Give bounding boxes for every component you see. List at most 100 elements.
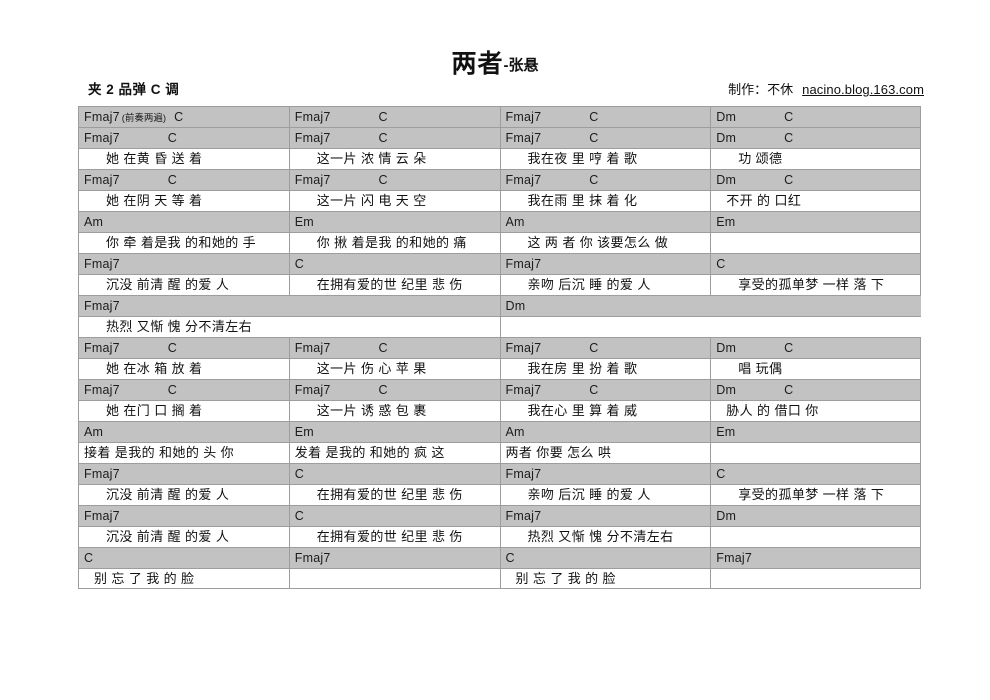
chord-cell: Fmaj7 C: [499, 379, 711, 400]
chord-label: Fmaj7: [505, 341, 542, 355]
chord-label-secondary: C: [784, 131, 794, 145]
chord-label: C: [716, 467, 726, 481]
chord-cell: Em: [288, 211, 500, 232]
lyric-cell: 享受的孤单梦 一样 落 下: [710, 274, 921, 295]
chord-cell: Fmaj7 C: [499, 169, 711, 190]
chord-label: Fmaj7: [84, 299, 120, 313]
chord-cell: Fmaj7 C: [288, 106, 500, 127]
song-artist: -张悬: [503, 57, 539, 74]
chord-cell: Dm: [710, 505, 921, 526]
lyric-text: 胁人 的 借口 你: [726, 403, 819, 418]
lyric-cell: 这一片 闪 电 天 空: [288, 190, 500, 211]
lyric-cell: 她 在阴 天 等 着: [78, 190, 289, 211]
chord-row: Fmaj7 Dm: [78, 295, 990, 316]
chord-cell: C: [710, 253, 921, 274]
lyric-row: 你 牵 着是我 的和她的 手 你 揪 着是我 的和她的 痛 这 两 者 你 该要怎么…: [78, 232, 921, 253]
chord-label: Fmaj7: [294, 110, 331, 124]
lyric-cell: 不开 的 口红: [710, 190, 921, 211]
lyric-text: 你 牵 着是我 的和她的 手: [106, 235, 257, 250]
lyric-cell: 你 牵 着是我 的和她的 手: [78, 232, 289, 253]
chord-label: Fmaj7: [294, 341, 331, 355]
lyric-cell: 沉没 前清 醒 的爱 人: [78, 274, 289, 295]
chord-cell: Dm C: [710, 169, 921, 190]
lyric-cell: 热烈 又惭 愧 分不清左右: [78, 316, 500, 337]
author-blog-link[interactable]: nacino.blog.163.com: [802, 82, 924, 97]
chord-cell: Fmaj7 C: [288, 169, 500, 190]
chord-label: Fmaj7: [84, 173, 120, 187]
chord-row: Fmaj7 (前奏两遍) C Fmaj7 C Fmaj7 C Dm C: [78, 106, 921, 127]
chord-label: Fmaj7: [84, 131, 120, 145]
chord-cell: Fmaj7: [499, 463, 711, 484]
chord-label: Am: [505, 425, 525, 439]
lyric-text: 这一片 闪 电 天 空: [316, 193, 427, 208]
chord-cell: Am: [499, 421, 711, 442]
chord-cell: Am: [78, 211, 289, 232]
lyric-row: 她 在阴 天 等 着 这一片 闪 电 天 空 我在雨 里 抹 着 化 不开 的 口红: [78, 190, 921, 211]
chord-cell: Fmaj7 C: [288, 127, 500, 148]
lyric-cell: 亲吻 后沉 睡 的爱 人: [499, 484, 711, 505]
chord-label: Fmaj7: [505, 509, 542, 523]
chord-label: C: [716, 257, 726, 271]
lyric-cell: [710, 442, 921, 463]
chord-annotation: (前奏两遍): [121, 113, 167, 124]
chart-block: Fmaj7 (前奏两遍) C Fmaj7 C Fmaj7 C Dm C Fmaj7 C Fmaj7 C F…: [78, 106, 990, 337]
lyric-text: 她 在阴 天 等 着: [106, 193, 203, 208]
lyric-text: 亲吻 后沉 睡 的爱 人: [527, 487, 651, 502]
chord-label: C: [294, 509, 304, 523]
lyric-text: 我在心 里 算 着 威: [527, 403, 638, 418]
chord-cell: C: [288, 505, 500, 526]
lyric-text: 在拥有爱的世 纪里 悲 伤: [316, 277, 463, 292]
chord-label-secondary: C: [589, 173, 599, 187]
chord-label: Em: [716, 215, 736, 229]
chord-cell: Fmaj7: [499, 253, 711, 274]
lyric-cell: 在拥有爱的世 纪里 悲 伤: [288, 526, 500, 547]
lyric-row: 沉没 前清 醒 的爱 人 在拥有爱的世 纪里 悲 伤 亲吻 后沉 睡 的爱 人 享受的…: [78, 484, 921, 505]
chord-cell: Am: [78, 421, 289, 442]
lyric-cell: 这一片 诱 惑 包 裹: [288, 400, 500, 421]
empty-cell: [921, 316, 990, 337]
lyric-row: 她 在门 口 搁 着 这一片 诱 惑 包 裹 我在心 里 算 着 威 胁人 的 借口 …: [78, 400, 921, 421]
lyric-cell: [710, 568, 921, 589]
lyric-cell: 我在心 里 算 着 威: [499, 400, 711, 421]
chord-label: Fmaj7: [294, 551, 331, 565]
chord-label: Am: [505, 215, 525, 229]
lyric-text: 这 两 者 你 该要怎么 做: [527, 235, 669, 250]
chord-label: Fmaj7: [294, 131, 331, 145]
song-title: 两者: [451, 50, 504, 78]
chord-cell: Fmaj7 C: [78, 169, 289, 190]
lyric-cell: 唱 玩偶: [710, 358, 921, 379]
lyric-row: 她 在冰 箱 放 着 这一片 伤 心 苹 果 我在房 里 扮 着 歌 唱 玩偶: [78, 358, 921, 379]
chord-label-secondary: C: [378, 131, 388, 145]
chord-label: C: [84, 551, 94, 565]
chord-cell: Em: [710, 421, 921, 442]
chord-cell: Fmaj7 C: [499, 106, 711, 127]
chord-label-secondary: C: [167, 341, 177, 355]
chord-row: Am Em Am Em: [78, 211, 921, 232]
lyric-cell: 胁人 的 借口 你: [710, 400, 921, 421]
chord-cell: Fmaj7: [499, 505, 711, 526]
chord-label: Fmaj7: [84, 257, 120, 271]
lyric-text: 享受的孤单梦 一样 落 下: [738, 277, 885, 292]
chord-label: Am: [84, 215, 104, 229]
chord-cell: Em: [710, 211, 921, 232]
lyric-text: 她 在冰 箱 放 着: [106, 361, 203, 376]
chord-label: Dm: [716, 110, 737, 124]
lyric-text: 接着 是我的 和她的 头 你: [84, 445, 235, 460]
chord-cell: C: [710, 463, 921, 484]
lyric-text: 我在夜 里 哼 着 歌: [527, 151, 638, 166]
lyric-text: 她 在黄 昏 送 着: [106, 151, 203, 166]
lyric-cell: 在拥有爱的世 纪里 悲 伤: [288, 484, 500, 505]
chord-cell: Dm C: [710, 127, 921, 148]
chord-row: Am Em Am Em: [78, 421, 921, 442]
chord-row: Fmaj7 C Fmaj7 Dm: [78, 505, 921, 526]
lyric-text: 我在雨 里 抹 着 化: [527, 193, 638, 208]
chord-label: Fmaj7: [294, 173, 331, 187]
chord-row: Fmaj7 C Fmaj7 C Fmaj7 C Dm C: [78, 379, 921, 400]
chord-cell: Dm C: [710, 106, 921, 127]
lyric-cell: 这一片 浓 情 云 朵: [288, 148, 500, 169]
lyric-cell: 我在夜 里 哼 着 歌: [499, 148, 711, 169]
chord-label-secondary: C: [174, 110, 184, 124]
chord-label: Fmaj7: [505, 131, 542, 145]
lyric-text: 沉没 前清 醒 的爱 人: [106, 277, 230, 292]
lyric-text: 在拥有爱的世 纪里 悲 伤: [316, 487, 463, 502]
